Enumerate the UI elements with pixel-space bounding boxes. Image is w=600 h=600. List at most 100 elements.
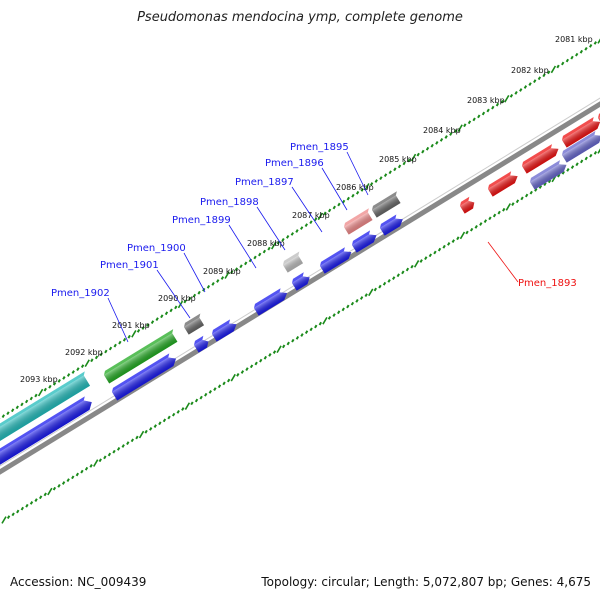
tick-mark [467, 120, 472, 125]
tick-mark [323, 211, 327, 216]
tick-mark [174, 305, 178, 310]
tick-mark [222, 381, 226, 386]
tick-mark [259, 358, 263, 363]
tick-mark [309, 220, 313, 225]
tick-mark [162, 418, 167, 423]
tick-mark [435, 140, 439, 145]
gene-features[interactable] [0, 95, 600, 468]
kbp-label: 2085 kbp [379, 155, 417, 164]
tick-mark [230, 270, 234, 275]
gene-pmen-1903[interactable] [0, 395, 95, 468]
gene-pmen-1898[interactable] [318, 246, 353, 274]
gene-labels[interactable]: Pmen_1895 Pmen_1896 Pmen_1897 Pmen_1898 Pmen… [51, 142, 577, 299]
tick-mark [236, 372, 240, 377]
gene-pmen-1897[interactable] [350, 229, 378, 253]
gene-pmen-1891[interactable] [560, 115, 600, 148]
tick-mark [337, 202, 341, 207]
tick-mark [254, 361, 258, 366]
gene-pmen-1902[interactable] [102, 329, 180, 384]
tick-mark [167, 415, 171, 420]
gene-pmen-1899[interactable] [281, 251, 305, 273]
tick-mark [457, 124, 463, 132]
tick-mark [52, 486, 57, 491]
tick-mark [318, 321, 323, 326]
tick-mark [43, 492, 47, 497]
tick-mark [71, 370, 75, 374]
tick-mark [479, 222, 483, 226]
kbp-label: 2081 kbp [555, 35, 593, 44]
tick-mark [160, 314, 164, 319]
tick-mark [379, 176, 383, 180]
gene-pmen-1892[interactable] [520, 143, 560, 174]
gene-pmen-1898b[interactable] [290, 271, 312, 291]
tick-mark [113, 343, 117, 348]
label-leader-line [228, 224, 257, 269]
gene-purple-track-b[interactable] [528, 159, 568, 190]
gene-pmen-1893[interactable] [458, 196, 476, 214]
gene-label[interactable]: Pmen_1901 [100, 260, 159, 271]
tick-mark [253, 255, 257, 260]
gene-pmen-1896[interactable] [342, 208, 375, 235]
tick-mark [20, 506, 25, 511]
gene-pmen-1895-fwd[interactable] [378, 213, 405, 236]
gene-pmen-1902-fwd[interactable] [110, 352, 178, 401]
gene-label[interactable]: Pmen_1902 [51, 288, 110, 299]
tick-mark [66, 373, 71, 377]
gene-rna[interactable] [0, 371, 93, 444]
gene-pmen-1900[interactable] [210, 318, 238, 342]
gene-label[interactable]: Pmen_1897 [235, 177, 294, 188]
tick-mark [589, 44, 593, 48]
gene-label[interactable]: Pmen_1896 [265, 158, 324, 169]
tick-mark [317, 212, 323, 221]
tick-mark [80, 469, 84, 474]
tick-mark [20, 402, 24, 407]
gene-label[interactable]: Pmen_1895 [290, 142, 349, 153]
tick-mark [16, 509, 20, 514]
tick-mark [401, 270, 405, 275]
tick-mark [550, 65, 557, 74]
gene-label[interactable]: Pmen_1893 [518, 278, 577, 289]
tick-mark [504, 94, 510, 103]
gene-pmen-1895[interactable] [370, 191, 403, 218]
gene-label[interactable]: Pmen_1900 [127, 243, 186, 254]
tick-mark [505, 203, 511, 211]
tick-mark [281, 237, 285, 242]
tick-mark [213, 387, 217, 391]
tick-mark [332, 205, 336, 210]
tick-mark [575, 162, 579, 167]
tick-mark [34, 498, 38, 502]
tick-mark [388, 170, 392, 175]
gene-purple-track[interactable] [560, 129, 600, 163]
tick-mark [197, 290, 201, 295]
label-leader-line [291, 186, 323, 233]
gene-pmen-1901[interactable] [182, 313, 206, 335]
tick-mark [299, 226, 304, 230]
tick-mark [84, 466, 89, 471]
gene-pmen-1900b[interactable] [192, 335, 210, 353]
tick-mark [538, 185, 543, 189]
tick-mark [181, 407, 185, 411]
tick-mark [98, 458, 102, 463]
tick-mark [126, 441, 130, 446]
tick-mark [171, 412, 176, 417]
gene-pmen-1892b[interactable] [486, 170, 520, 197]
tick-mark [155, 317, 159, 322]
tick-mark [118, 340, 122, 345]
tick-mark [271, 241, 277, 250]
tick-mark [537, 76, 542, 81]
tick-mark [383, 173, 388, 178]
gene-label[interactable]: Pmen_1898 [200, 197, 259, 208]
tick-mark [309, 327, 313, 332]
tick-mark [481, 111, 486, 116]
gene-label[interactable]: Pmen_1899 [172, 215, 231, 226]
tick-mark [374, 179, 378, 183]
gene-pmen-1899-fwd[interactable] [252, 287, 289, 316]
tick-mark [245, 367, 249, 372]
tick-mark [449, 132, 453, 136]
tick-mark [442, 244, 446, 249]
tick-mark [373, 287, 378, 292]
tick-mark [204, 392, 208, 397]
tick-mark [272, 350, 277, 354]
